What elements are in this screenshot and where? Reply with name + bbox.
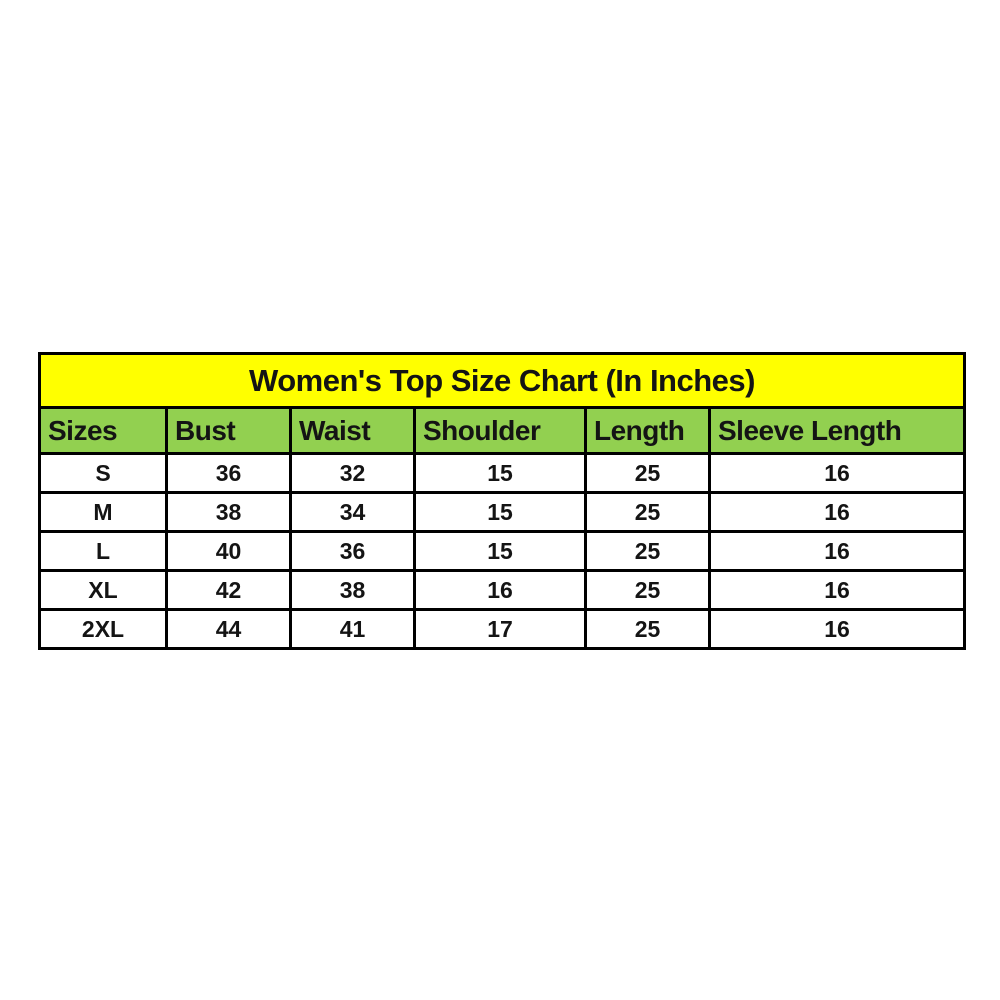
measurement-value: 34 [289, 491, 416, 533]
column-header-waist: Waist [289, 406, 416, 455]
measurement-value: 16 [707, 608, 967, 650]
header-row: Sizes Bust Waist Shoulder Length Sleeve Lengt… [38, 406, 967, 455]
measurement-value: 25 [584, 608, 711, 650]
column-header-sizes: Sizes [38, 406, 168, 455]
measurement-value: 16 [413, 569, 587, 611]
size-row-l: L 40 36 15 25 16 [38, 530, 967, 572]
measurement-value: 16 [707, 452, 967, 494]
measurement-value: 36 [289, 530, 416, 572]
measurement-value: 36 [165, 452, 292, 494]
measurement-value: 44 [165, 608, 292, 650]
size-row-m: M 38 34 15 25 16 [38, 491, 967, 533]
size-row-xl: XL 42 38 16 25 16 [38, 569, 967, 611]
column-header-sleeve-length: Sleeve Length [707, 406, 967, 455]
measurement-value: 25 [584, 452, 711, 494]
size-label: 2XL [38, 608, 168, 650]
title-row: Women's Top Size Chart (In Inches) [37, 352, 967, 409]
measurement-value: 16 [707, 530, 967, 572]
size-label: L [38, 530, 168, 572]
measurement-value: 16 [707, 569, 967, 611]
measurement-value: 38 [289, 569, 416, 611]
measurement-value: 17 [413, 608, 587, 650]
size-chart-body: S 36 32 15 25 16 M 38 34 15 25 16 L 40 36 15 25 16 XL 42 38 1… [38, 452, 967, 650]
measurement-value: 25 [584, 491, 711, 533]
measurement-value: 25 [584, 569, 711, 611]
measurement-value: 15 [413, 452, 587, 494]
size-label: M [38, 491, 168, 533]
measurement-value: 15 [413, 530, 587, 572]
size-label: S [38, 452, 168, 494]
measurement-value: 32 [289, 452, 416, 494]
size-label: XL [38, 569, 168, 611]
column-header-shoulder: Shoulder [413, 406, 587, 455]
column-header-length: Length [584, 406, 711, 455]
column-header-bust: Bust [165, 406, 292, 455]
chart-title: Women's Top Size Chart (In Inches) [37, 352, 967, 409]
measurement-value: 25 [584, 530, 711, 572]
size-row-s: S 36 32 15 25 16 [38, 452, 967, 494]
size-row-2xl: 2XL 44 41 17 25 16 [38, 608, 967, 650]
measurement-value: 41 [289, 608, 416, 650]
measurement-value: 42 [165, 569, 292, 611]
measurement-value: 38 [165, 491, 292, 533]
size-chart-table: Women's Top Size Chart (In Inches) Sizes… [37, 352, 967, 650]
measurement-value: 16 [707, 491, 967, 533]
measurement-value: 15 [413, 491, 587, 533]
measurement-value: 40 [165, 530, 292, 572]
